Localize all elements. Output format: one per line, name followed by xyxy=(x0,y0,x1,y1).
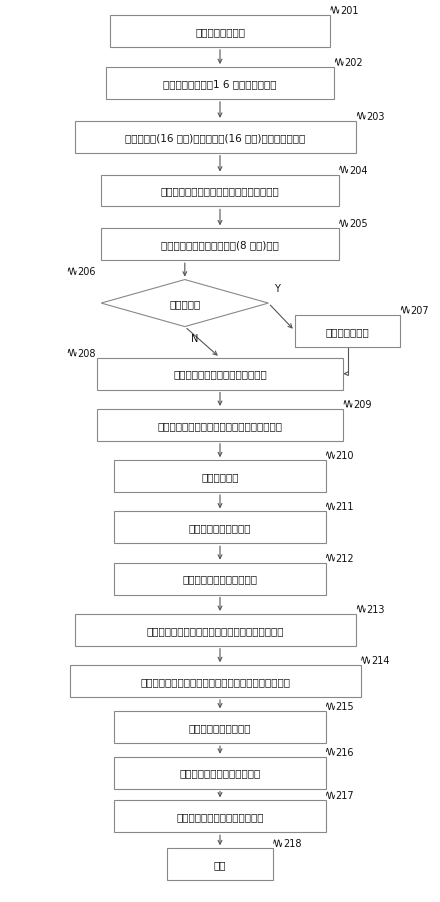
Text: 补齐数组空余: 补齐数组空余 xyxy=(201,472,239,482)
FancyBboxPatch shape xyxy=(114,757,326,788)
Text: 将待通过声音发送的字符串(8 进制)分段: 将待通过声音发送的字符串(8 进制)分段 xyxy=(161,240,279,250)
FancyBboxPatch shape xyxy=(97,358,343,391)
Text: 读取频率配置文件: 读取频率配置文件 xyxy=(195,27,245,37)
FancyBboxPatch shape xyxy=(295,316,400,347)
Text: 201: 201 xyxy=(340,6,359,16)
Text: 将数组中的数据做交插: 将数组中的数据做交插 xyxy=(189,523,251,533)
Text: 将每一段数据及其检错码和纠错码添加到数组: 将每一段数据及其检错码和纠错码添加到数组 xyxy=(158,420,282,430)
FancyBboxPatch shape xyxy=(114,800,326,833)
Text: 212: 212 xyxy=(336,553,354,563)
FancyBboxPatch shape xyxy=(114,461,326,492)
Text: 218: 218 xyxy=(283,838,301,848)
Text: Y: Y xyxy=(274,284,280,294)
Text: 215: 215 xyxy=(336,702,354,712)
Text: 将声波信号转换为可播放的格式: 将声波信号转换为可播放的格式 xyxy=(176,812,264,822)
Polygon shape xyxy=(101,281,268,327)
FancyBboxPatch shape xyxy=(114,712,326,743)
Text: 添加代表数据头的1 6 进制数字到数组: 添加代表数据头的1 6 进制数字到数组 xyxy=(163,78,277,89)
FancyBboxPatch shape xyxy=(75,122,356,153)
Text: 204: 204 xyxy=(349,165,367,175)
Text: 217: 217 xyxy=(336,790,354,800)
Text: 对声波信号做增益补偿: 对声波信号做增益补偿 xyxy=(189,723,251,732)
Text: 213: 213 xyxy=(367,604,385,614)
Text: 206: 206 xyxy=(77,267,96,277)
Text: 216: 216 xyxy=(336,747,354,757)
Text: 202: 202 xyxy=(345,58,363,68)
Text: 对每一个音节的声波信号加窗: 对每一个音节的声波信号加窗 xyxy=(180,768,260,778)
Text: 210: 210 xyxy=(336,451,354,461)
Text: 将数据头产生单频声波信号: 将数据头产生单频声波信号 xyxy=(183,574,257,584)
FancyBboxPatch shape xyxy=(110,16,330,48)
FancyBboxPatch shape xyxy=(70,666,361,697)
Text: 205: 205 xyxy=(349,219,367,229)
Text: 211: 211 xyxy=(336,502,354,511)
Text: 将交插后的数据及其检错码和纠错码产生八频声波信号: 将交插后的数据及其检错码和纠错码产生八频声波信号 xyxy=(141,676,290,686)
FancyBboxPatch shape xyxy=(114,563,326,595)
Text: 将版本号和数据长度及其纠错码产生三频声波信号: 将版本号和数据长度及其纠错码产生三频声波信号 xyxy=(147,625,284,635)
Text: 计算版本号(16 进制)和数据长度(16 进制)检错码及纠错码: 计算版本号(16 进制)和数据长度(16 进制)检错码及纠错码 xyxy=(125,133,306,143)
Text: 最后一段？: 最后一段？ xyxy=(169,299,201,308)
Text: 将版本号和数据长度及其纠错码添加到数组: 将版本号和数据长度及其纠错码添加到数组 xyxy=(161,187,279,197)
Text: 209: 209 xyxy=(353,400,372,410)
Text: 208: 208 xyxy=(77,348,96,358)
FancyBboxPatch shape xyxy=(106,68,334,100)
Text: 添加最后检错码: 添加最后检错码 xyxy=(326,327,370,336)
FancyBboxPatch shape xyxy=(75,614,356,646)
FancyBboxPatch shape xyxy=(97,410,343,441)
Text: 214: 214 xyxy=(371,656,389,666)
Text: 203: 203 xyxy=(367,112,385,122)
Text: 对每一段数据添加检错码及纠错码: 对每一段数据添加检错码及纠错码 xyxy=(173,369,267,379)
FancyBboxPatch shape xyxy=(101,175,339,207)
FancyBboxPatch shape xyxy=(114,511,326,544)
Text: N: N xyxy=(191,334,199,344)
Text: 播放: 播放 xyxy=(214,860,226,870)
FancyBboxPatch shape xyxy=(101,229,339,261)
Text: 207: 207 xyxy=(411,306,429,316)
FancyBboxPatch shape xyxy=(167,848,273,880)
